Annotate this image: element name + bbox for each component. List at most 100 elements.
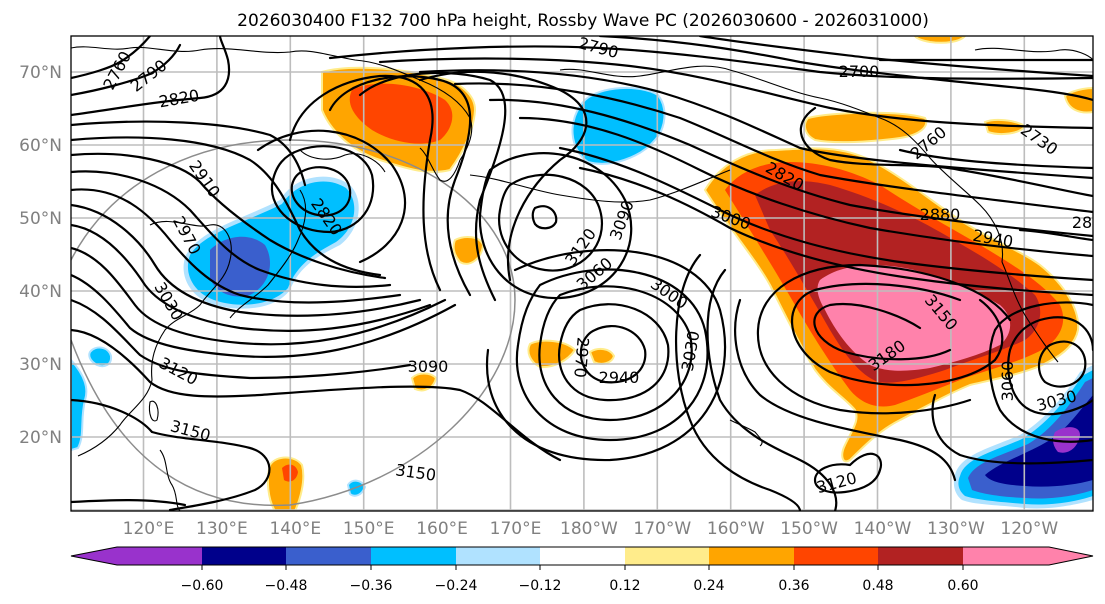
contour-line xyxy=(328,75,472,297)
colorbar-tick-label: −0.24 xyxy=(435,578,478,594)
colorbar-segment xyxy=(286,547,371,565)
contour-label: 28 xyxy=(1072,213,1092,232)
colorbar-extend-max xyxy=(1049,547,1093,565)
colorbar: −0.60 −0.48 −0.36 −0.24 −0.12 0.12 0.24 0.36 0.4… xyxy=(70,546,1094,594)
contour-line xyxy=(1018,228,1093,242)
lat-tick-label: 50°N xyxy=(19,209,62,229)
contour-line xyxy=(71,152,387,280)
contour-line xyxy=(71,170,392,288)
shade-neg-small-2 xyxy=(346,479,367,497)
contour-line xyxy=(71,36,231,117)
colorbar-segment xyxy=(709,547,794,565)
lon-tick-label: 120°E xyxy=(123,519,175,539)
coast-japan xyxy=(229,189,307,319)
contour-line xyxy=(71,36,152,80)
contour-line xyxy=(270,145,375,234)
colorbar-segment xyxy=(794,547,878,565)
coast-canada-arctic xyxy=(974,47,1093,61)
colorbar-segment xyxy=(625,547,709,565)
contour-line xyxy=(813,302,952,361)
contour-line xyxy=(71,246,447,346)
contour-line xyxy=(898,148,1093,170)
contour-line xyxy=(478,152,633,300)
colorbar-segment xyxy=(117,547,202,565)
lon-tick-label: 140°E xyxy=(269,519,321,539)
colorbar-segment xyxy=(456,547,540,565)
lon-tick-label: 170°W xyxy=(633,519,691,539)
contour-line xyxy=(453,82,1093,214)
figure-title: 2026030400 F132 700 hPa height, Rossby W… xyxy=(237,11,929,31)
contour-line xyxy=(579,325,647,384)
colorbar-outline xyxy=(70,546,1094,566)
shade-neg-edge-left xyxy=(71,358,88,452)
contour-line xyxy=(71,328,562,462)
colorbar-tick-label: −0.12 xyxy=(519,578,562,594)
contour-line xyxy=(813,452,883,494)
contour-line xyxy=(71,188,402,304)
contour-line xyxy=(558,146,1093,282)
contour-line xyxy=(518,116,1093,258)
projection-circle xyxy=(71,139,516,507)
contour-line xyxy=(71,223,432,332)
coast-aleutians xyxy=(469,169,731,203)
contour-line xyxy=(790,282,1004,387)
contour-line xyxy=(578,166,1093,297)
colorbar-segment xyxy=(371,547,456,565)
colorbar-segment xyxy=(878,547,963,565)
colorbar-tick-label: −0.48 xyxy=(265,578,308,594)
contour-line xyxy=(71,499,187,507)
contour-label: 2700 xyxy=(839,62,880,81)
map-frame xyxy=(70,35,1094,512)
contour-line xyxy=(358,71,507,302)
colorbar-segment xyxy=(540,547,625,565)
contour-line xyxy=(378,57,1093,130)
lon-tick-label: 140°W xyxy=(854,519,912,539)
coast-okhotsk xyxy=(299,149,386,173)
shade-neg-small-1 xyxy=(88,346,113,368)
map-panel: 2760 2790 2820 2910 2970 3030 3120 3150 … xyxy=(70,33,1094,512)
contour-line xyxy=(71,43,182,97)
contour-line xyxy=(706,268,838,511)
lon-tick-label: 180°W xyxy=(560,519,618,539)
contour-line xyxy=(71,398,271,511)
coast-alaska xyxy=(559,65,1004,263)
contour-line xyxy=(1037,340,1087,388)
longitude-labels: 120°E 130°E 140°E 150°E 160°E 170°E 180°W 170°W… xyxy=(123,519,1059,539)
contour-line xyxy=(71,273,457,358)
contour-line xyxy=(538,285,693,422)
contour-line xyxy=(674,253,802,511)
lon-tick-label: 150°E xyxy=(343,519,395,539)
colorbar-segment xyxy=(202,547,286,565)
contour-label: 3060 xyxy=(998,361,1017,402)
contour-line xyxy=(71,120,307,187)
coast-kamchatka xyxy=(419,147,461,182)
colorbar-tick-label: 0.60 xyxy=(947,578,978,594)
contour-line xyxy=(799,106,1093,198)
colorbar-tick-label: 0.36 xyxy=(778,578,809,594)
contour-line xyxy=(485,249,727,462)
contour-label: 2880 xyxy=(920,205,961,224)
contour-label: 2940 xyxy=(599,368,640,387)
contour-label: 2970 xyxy=(570,336,592,378)
lat-tick-label: 20°N xyxy=(19,428,62,448)
contour-line xyxy=(71,203,422,317)
contour-line xyxy=(531,205,558,230)
contour-line xyxy=(558,303,670,402)
lon-tick-label: 130°E xyxy=(196,519,248,539)
lon-tick-label: 150°W xyxy=(780,519,838,539)
lat-tick-label: 70°N xyxy=(19,63,62,83)
coast-taiwan xyxy=(148,400,159,422)
contour-line xyxy=(71,298,412,380)
contour-line xyxy=(71,136,382,277)
lon-tick-label: 160°W xyxy=(707,519,765,539)
coast-siberia xyxy=(71,46,473,161)
colorbar-extend-min xyxy=(71,547,117,565)
shade-pos-siberia-core xyxy=(349,83,453,144)
shade-pos-topedge xyxy=(913,36,967,44)
colorbar-tick-label: 0.48 xyxy=(862,578,893,594)
shade-neg-japan-core xyxy=(210,236,270,297)
contour-line xyxy=(256,129,407,264)
shade-neg-se-4 xyxy=(1053,427,1080,453)
contour-line xyxy=(515,268,709,442)
